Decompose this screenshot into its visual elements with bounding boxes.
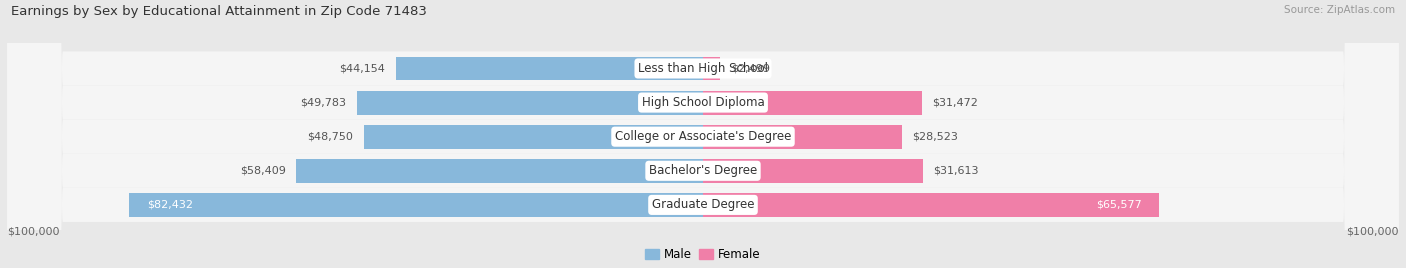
Bar [129, 193, 703, 217]
Text: $2,499: $2,499 [731, 64, 770, 73]
Text: Less than High School: Less than High School [638, 62, 768, 75]
Text: High School Diploma: High School Diploma [641, 96, 765, 109]
FancyBboxPatch shape [7, 0, 1399, 268]
FancyBboxPatch shape [7, 0, 1399, 268]
Text: $49,783: $49,783 [299, 98, 346, 107]
Text: $65,577: $65,577 [1097, 200, 1142, 210]
Text: $44,154: $44,154 [339, 64, 385, 73]
FancyBboxPatch shape [7, 0, 1399, 268]
FancyBboxPatch shape [7, 0, 1399, 268]
Text: $82,432: $82,432 [146, 200, 193, 210]
Text: Earnings by Sex by Educational Attainment in Zip Code 71483: Earnings by Sex by Educational Attainmen… [11, 5, 427, 18]
Text: College or Associate's Degree: College or Associate's Degree [614, 130, 792, 143]
Text: $31,472: $31,472 [932, 98, 979, 107]
Bar [703, 91, 922, 114]
Text: Graduate Degree: Graduate Degree [652, 198, 754, 211]
Text: Source: ZipAtlas.com: Source: ZipAtlas.com [1284, 5, 1395, 15]
Text: $100,000: $100,000 [1347, 226, 1399, 236]
Bar [703, 193, 1160, 217]
Text: $58,409: $58,409 [240, 166, 285, 176]
Text: $48,750: $48,750 [308, 132, 353, 142]
Bar [364, 125, 703, 149]
Text: Bachelor's Degree: Bachelor's Degree [650, 164, 756, 177]
Bar [395, 57, 703, 80]
Bar [357, 91, 703, 114]
Bar [297, 159, 703, 183]
FancyBboxPatch shape [7, 0, 1399, 268]
Text: $100,000: $100,000 [7, 226, 59, 236]
Legend: Male, Female: Male, Female [641, 243, 765, 266]
Text: $28,523: $28,523 [912, 132, 957, 142]
Bar [703, 159, 922, 183]
Bar [703, 57, 720, 80]
Text: $31,613: $31,613 [934, 166, 979, 176]
Bar [703, 125, 901, 149]
